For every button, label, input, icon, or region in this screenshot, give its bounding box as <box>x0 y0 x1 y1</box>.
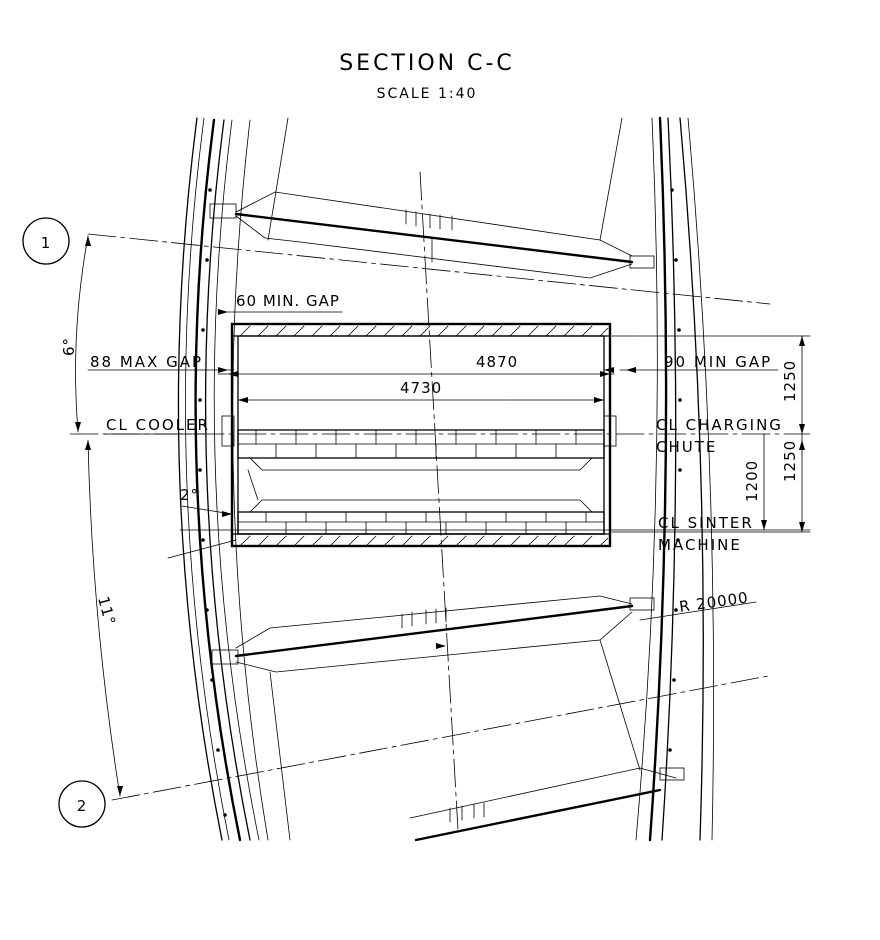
cl-charging-line1: CL CHARGING <box>656 416 783 434</box>
dim-r-20000: R 20000 <box>678 588 750 616</box>
angle-2: 2° <box>180 486 199 504</box>
scale-label: SCALE 1:40 <box>377 86 478 102</box>
cl-cooler: CL COOLER <box>106 416 210 434</box>
horizontal-centerlines <box>69 433 811 531</box>
dimension-lines <box>75 235 811 797</box>
dim-1250-upper: 1250 <box>781 360 799 402</box>
cl-charging-line2: CHUTE <box>656 438 717 456</box>
angle-6: 6° <box>60 337 78 356</box>
rail-bolts <box>198 188 682 817</box>
section-title: SECTION C-C <box>339 51 515 76</box>
cl-sinter-line2: MACHINE <box>658 536 742 554</box>
radius-leader <box>639 601 757 621</box>
dim-1200: 1200 <box>743 460 761 502</box>
radial-lines <box>87 233 771 801</box>
dim-4730: 4730 <box>400 379 442 397</box>
upper-crossbeam <box>209 117 655 279</box>
ring-left-rails <box>177 117 269 842</box>
bottom-crossbeam <box>409 767 685 842</box>
ring-right-rails <box>635 116 714 842</box>
chute-box <box>221 322 617 548</box>
grid-marker-2-label: 2 <box>77 797 88 815</box>
dim-1250-lower: 1250 <box>781 440 799 482</box>
dim-60-min-gap: 60 MIN. GAP <box>236 292 340 310</box>
grid-marker-1-label: 1 <box>41 234 52 252</box>
dim-4870: 4870 <box>476 353 518 371</box>
dimension-arrows <box>75 236 805 796</box>
dim-88-max-gap: 88 MAX GAP <box>90 353 203 371</box>
angle-11: 11° <box>94 594 119 627</box>
dim-90-min-gap: 90 MIN GAP <box>664 353 772 371</box>
grid-marker-1: 1 <box>22 217 70 265</box>
cl-sinter-line1: CL SINTER <box>658 514 754 532</box>
grid-marker-2: 2 <box>58 780 106 828</box>
vertical-centerline <box>419 171 459 831</box>
lower-crossbeam <box>211 595 655 841</box>
